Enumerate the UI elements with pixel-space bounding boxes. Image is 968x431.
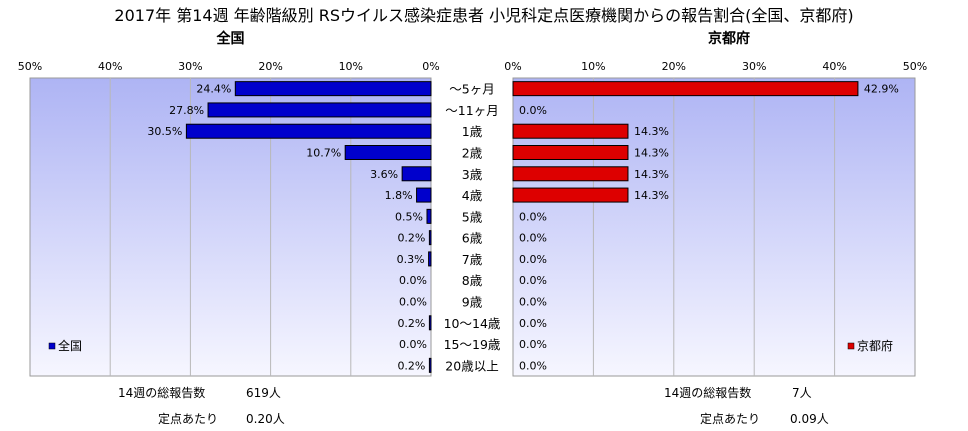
kyoto-per-site-value: 0.09人 — [790, 412, 829, 426]
kyoto-data-label: 14.3% — [634, 168, 669, 181]
kyoto-total-value: 7人 — [792, 386, 812, 400]
kyoto-per-site-label: 定点あたり — [700, 412, 761, 426]
national-bar — [416, 187, 432, 203]
national-legend-label: 全国 — [58, 338, 82, 353]
kyoto-panel-title: 京都府 — [708, 30, 750, 47]
national-bar — [428, 357, 432, 373]
category-label: 1歳 — [462, 124, 483, 139]
chart-title: 2017年 第14週 年齢階級別 RSウイルス感染症患者 小児科定点医療機関から… — [114, 6, 854, 25]
national-bar — [234, 81, 432, 97]
kyoto-data-label: 42.9% — [864, 83, 899, 96]
kyoto-bar — [512, 145, 629, 160]
kyoto-data-label: 0.0% — [519, 253, 547, 266]
category-label: 20歳以上 — [445, 358, 498, 373]
national-legend-swatch — [48, 342, 56, 350]
category-label: 8歳 — [462, 273, 483, 288]
kyoto-data-label: 0.0% — [519, 317, 547, 330]
category-label: ～11ヶ月 — [445, 103, 498, 118]
category-label: 9歳 — [462, 295, 483, 310]
kyoto-data-label: 0.0% — [519, 359, 547, 372]
national-tick-label: 20% — [258, 60, 282, 73]
national-data-label: 3.6% — [370, 168, 398, 181]
national-data-label: 0.0% — [399, 296, 427, 309]
national-data-label: 10.7% — [306, 147, 341, 160]
kyoto-data-label: 0.0% — [519, 104, 547, 117]
category-label: 6歳 — [462, 231, 483, 246]
category-label: 5歳 — [462, 209, 483, 224]
kyoto-total-label: 14週の総報告数 — [664, 386, 752, 400]
kyoto-bar — [512, 166, 629, 182]
kyoto-tick-label: 20% — [662, 60, 686, 73]
kyoto-data-label: 0.0% — [519, 232, 547, 245]
national-bar — [401, 166, 432, 182]
national-data-label: 27.8% — [169, 104, 204, 117]
national-bar — [426, 208, 432, 224]
national-data-label: 0.2% — [397, 232, 425, 245]
national-tick-label: 0% — [422, 60, 439, 73]
national-data-label: 0.3% — [397, 253, 425, 266]
category-label: 7歳 — [462, 252, 483, 267]
kyoto-bar — [512, 187, 629, 203]
national-per-site-label: 定点あたり — [158, 412, 219, 426]
national-bar — [428, 251, 432, 267]
category-label: 4歳 — [462, 188, 483, 203]
category-label: 2歳 — [462, 146, 483, 161]
national-data-label: 0.2% — [397, 359, 425, 372]
national-per-site-value: 0.20人 — [246, 412, 285, 426]
kyoto-data-label: 0.0% — [519, 338, 547, 351]
national-tick-label: 40% — [98, 60, 122, 73]
national-data-label: 30.5% — [147, 125, 182, 138]
national-data-label: 0.0% — [399, 338, 427, 351]
kyoto-data-label: 14.3% — [634, 147, 669, 160]
national-data-label: 0.2% — [397, 317, 425, 330]
national-panel-title: 全国 — [216, 30, 245, 47]
kyoto-tick-label: 50% — [903, 60, 927, 73]
national-tick-label: 10% — [339, 60, 363, 73]
category-label: 3歳 — [462, 167, 483, 182]
national-data-label: 24.4% — [196, 83, 231, 96]
kyoto-data-label: 0.0% — [519, 274, 547, 287]
national-bar — [428, 315, 432, 331]
kyoto-bar — [512, 123, 629, 139]
kyoto-bar — [512, 81, 859, 97]
kyoto-tick-label: 0% — [504, 60, 521, 73]
national-bar — [185, 123, 432, 139]
national-tick-label: 30% — [178, 60, 202, 73]
national-total-value: 619人 — [246, 386, 281, 400]
national-data-label: 0.0% — [399, 274, 427, 287]
national-tick-label: 50% — [18, 60, 42, 73]
kyoto-tick-label: 30% — [742, 60, 766, 73]
kyoto-data-label: 0.0% — [519, 210, 547, 223]
national-bar — [428, 230, 432, 246]
kyoto-data-label: 0.0% — [519, 296, 547, 309]
national-total-label: 14週の総報告数 — [118, 386, 206, 400]
category-label: 15～19歳 — [444, 337, 501, 352]
national-data-label: 1.8% — [385, 189, 413, 202]
kyoto-legend-label: 京都府 — [857, 338, 893, 353]
national-data-label: 0.5% — [395, 210, 423, 223]
national-bar — [344, 145, 432, 160]
category-label: 10～14歳 — [444, 316, 501, 331]
kyoto-tick-label: 40% — [822, 60, 846, 73]
category-label: ～5ヶ月 — [449, 82, 494, 97]
national-plot-background — [29, 77, 432, 377]
kyoto-tick-label: 10% — [581, 60, 605, 73]
national-bar — [207, 102, 432, 118]
kyoto-data-label: 14.3% — [634, 189, 669, 202]
kyoto-data-label: 14.3% — [634, 125, 669, 138]
kyoto-plot-background — [512, 77, 916, 377]
kyoto-legend-swatch — [847, 342, 855, 350]
